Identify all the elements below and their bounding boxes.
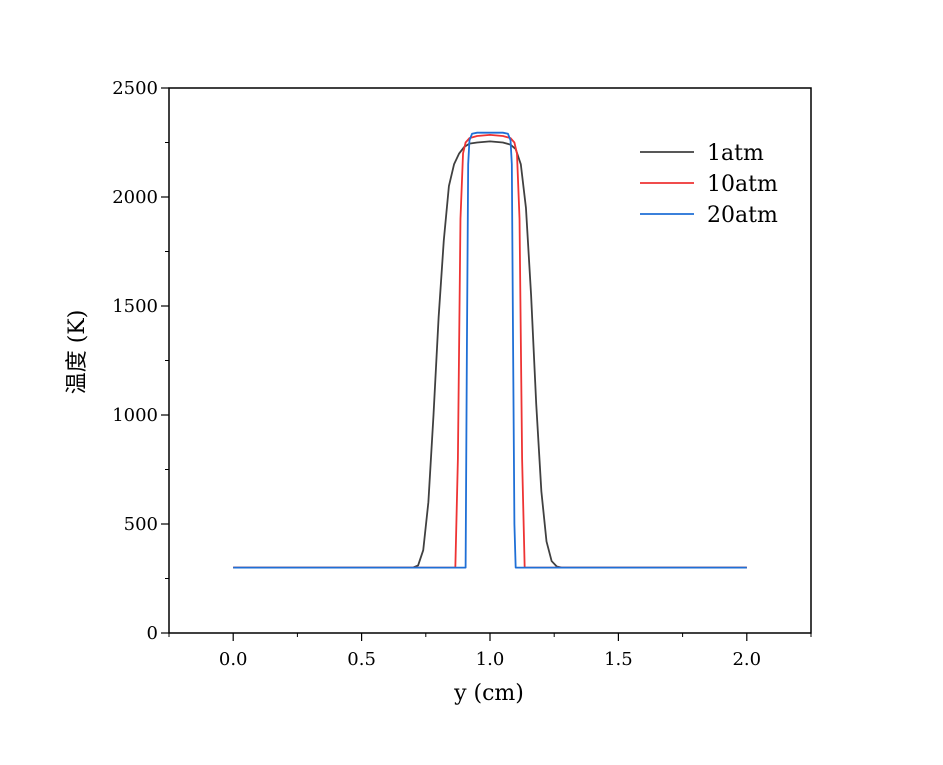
axes: 0.0 0.5 1.0 1.5 2.0 0 500 1000 1500 2000 2500 [112,78,812,670]
y-tick-label: 2500 [112,78,158,99]
y-tick-label: 1000 [112,405,158,426]
legend-label-1atm: 1atm [707,141,764,166]
x-tick-label: 1.5 [604,649,633,670]
series-line-20atm [233,131,747,569]
plot-frame [168,87,812,634]
y-tick-label: 500 [124,514,158,535]
series-line-1atm [233,140,747,569]
legend-label-20atm: 20atm [707,203,778,228]
x-tick-label: 0.5 [347,649,376,670]
x-tick-label: 2.0 [732,649,761,670]
y-tick-label: 0 [147,623,158,644]
x-tick-label: 1.0 [476,649,505,670]
series-line-10atm [233,133,747,569]
x-tick-label: 0.0 [219,649,248,670]
y-tick-label: 2000 [112,187,158,208]
y-axis-title: 温度 (K) [65,310,90,395]
x-axis-title: y (cm) [453,681,524,706]
legend: 1atm 10atm 20atm [640,141,778,228]
y-tick-label: 1500 [112,296,158,317]
legend-label-10atm: 10atm [707,172,778,197]
plot-area [233,131,747,569]
